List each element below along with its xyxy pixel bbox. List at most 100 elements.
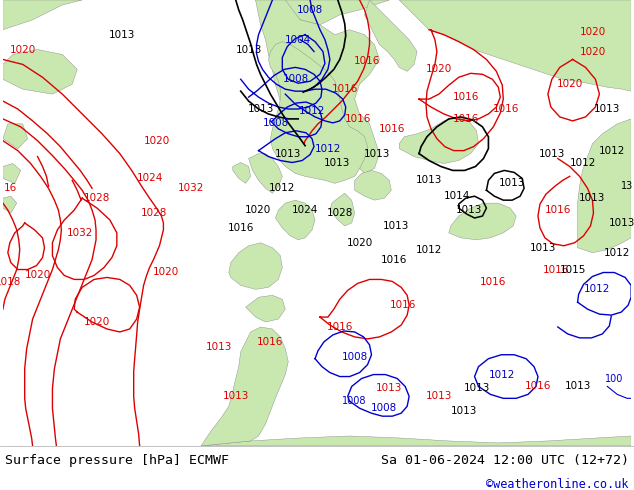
Text: 1013: 1013 [416,175,442,185]
Text: 1013: 1013 [609,218,634,228]
Text: 1028: 1028 [327,208,353,218]
Polygon shape [3,0,82,30]
Polygon shape [256,0,389,25]
Text: 1008: 1008 [372,403,398,413]
Text: 1013: 1013 [247,104,274,114]
Text: 1012: 1012 [269,183,295,193]
Text: 1016: 1016 [453,114,479,124]
Polygon shape [201,436,631,446]
Polygon shape [578,119,631,253]
Text: 100: 100 [605,373,623,384]
Polygon shape [399,0,631,91]
Text: 1013: 1013 [365,148,391,159]
Text: 1014: 1014 [444,191,470,201]
Text: 1013: 1013 [539,148,565,159]
Text: 1016: 1016 [332,84,358,94]
Text: Sa 01-06-2024 12:00 UTC (12+72): Sa 01-06-2024 12:00 UTC (12+72) [381,454,629,466]
Text: 1012: 1012 [569,158,596,169]
Polygon shape [229,243,282,289]
Text: 1013: 1013 [455,205,482,215]
Text: 1013: 1013 [499,178,526,188]
Text: ©weatheronline.co.uk: ©weatheronline.co.uk [486,478,629,490]
Polygon shape [268,42,368,183]
Text: 1012: 1012 [585,284,611,294]
Text: 1013: 1013 [235,45,262,54]
Text: 1024: 1024 [136,173,163,183]
Polygon shape [3,49,77,94]
Text: 1013: 1013 [323,158,350,169]
Text: 1013: 1013 [108,30,135,40]
Text: 1028: 1028 [140,208,167,218]
Polygon shape [449,203,516,240]
Text: 1016: 1016 [525,381,551,392]
Polygon shape [233,163,250,183]
Text: 1013: 1013 [530,243,556,253]
Polygon shape [3,124,28,148]
Text: 1032: 1032 [178,183,204,193]
Text: 1016: 1016 [453,92,479,102]
Text: 1013: 1013 [223,392,249,401]
Text: 1016: 1016 [390,300,417,310]
Polygon shape [3,196,16,213]
Text: 1020: 1020 [579,27,605,37]
Text: 1015: 1015 [559,265,586,274]
Text: 1016: 1016 [257,337,283,347]
Text: 1008: 1008 [342,396,367,406]
Text: 1012: 1012 [489,369,515,380]
Text: 1016: 1016 [353,56,380,67]
Polygon shape [399,117,479,164]
Text: 1016: 1016 [327,322,353,332]
Text: 1008: 1008 [283,74,309,84]
Text: 1020: 1020 [557,79,583,89]
Text: 1008: 1008 [342,352,368,362]
Text: 1013: 1013 [205,342,232,352]
Text: 1016: 1016 [228,223,254,233]
Text: 1013: 1013 [463,384,489,393]
Text: 1016: 1016 [344,114,371,124]
Text: 1020: 1020 [426,64,452,74]
Text: 16: 16 [4,183,18,193]
Text: 1013: 1013 [564,381,591,392]
Text: 1020: 1020 [10,45,36,54]
Polygon shape [256,0,379,173]
Text: 1020: 1020 [84,317,110,327]
Text: 1013: 1013 [579,193,605,203]
Text: 1020: 1020 [25,270,51,280]
Text: 1013: 1013 [594,104,621,114]
Text: 1020: 1020 [579,47,605,56]
Text: 1013: 1013 [376,384,403,393]
Text: 1020: 1020 [347,238,373,248]
Text: 1020: 1020 [143,136,170,146]
Text: 1012: 1012 [314,144,341,154]
Text: 1013: 1013 [451,406,477,416]
Text: 1012: 1012 [299,106,325,116]
Text: 1008: 1008 [263,118,290,128]
Polygon shape [3,164,21,183]
Text: 1018: 1018 [0,277,21,288]
Polygon shape [365,0,417,72]
Polygon shape [275,200,315,240]
Text: 1020: 1020 [245,205,271,215]
Text: 1032: 1032 [67,228,93,238]
Text: Surface pressure [hPa] ECMWF: Surface pressure [hPa] ECMWF [5,454,229,466]
Text: 1016: 1016 [480,277,507,288]
Text: 1016: 1016 [379,124,406,134]
Text: 1012: 1012 [416,245,442,255]
Polygon shape [249,153,282,193]
Text: 1016: 1016 [493,104,519,114]
Text: 1016: 1016 [381,255,408,265]
Text: 1013: 1013 [425,392,452,401]
Text: 13: 13 [621,181,633,191]
Text: 1016: 1016 [545,205,571,215]
Polygon shape [245,295,285,322]
Text: 1016: 1016 [543,265,569,274]
Text: 1020: 1020 [153,268,179,277]
Text: 1012: 1012 [604,247,630,258]
Polygon shape [354,171,391,200]
Text: 1008: 1008 [297,5,323,15]
Text: 1012: 1012 [599,146,626,156]
Polygon shape [330,193,354,226]
Text: 1028: 1028 [84,193,110,203]
Text: 1024: 1024 [292,205,318,215]
Text: 1013: 1013 [383,221,410,231]
